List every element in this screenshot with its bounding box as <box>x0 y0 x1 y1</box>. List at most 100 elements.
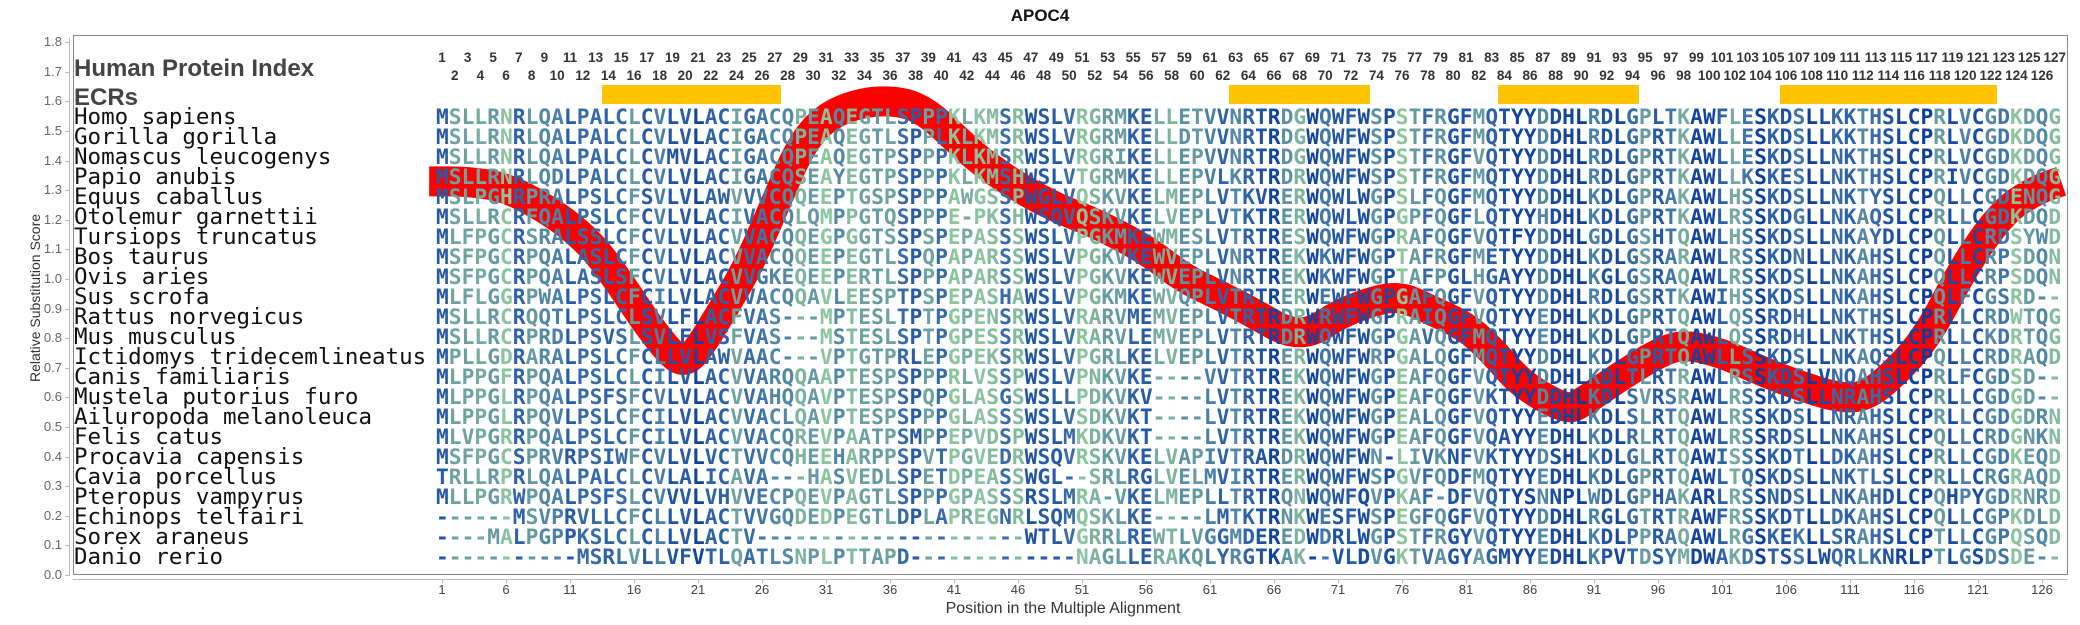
residue: A <box>551 484 564 509</box>
residue: C <box>1971 344 1985 369</box>
residue: C <box>615 244 628 269</box>
residue: K <box>1318 244 1332 269</box>
residue: D <box>1549 144 1563 169</box>
residue: V <box>576 504 590 529</box>
residue: V <box>1063 364 1076 389</box>
residue: P <box>525 264 539 289</box>
residue: L <box>1818 404 1831 429</box>
protein-index-number: 94 <box>1624 68 1640 83</box>
residue: G <box>1088 224 1102 249</box>
residue: G <box>858 244 872 269</box>
residue: V <box>704 444 718 469</box>
residue: G <box>1626 144 1639 169</box>
residue: L <box>1958 264 1972 289</box>
residue: G <box>1446 544 1460 569</box>
residue: R <box>1984 264 1998 289</box>
residue: L <box>666 384 680 409</box>
alignment-gap: - <box>781 344 795 369</box>
residue: L <box>1715 264 1729 289</box>
species-name: Ictidomys tridecemlineatus <box>74 344 427 370</box>
residue: A <box>704 404 718 429</box>
residue: G <box>1088 344 1102 369</box>
alignment-gap: - <box>781 464 795 489</box>
residue: L <box>691 284 705 309</box>
residue: D <box>2048 204 2062 229</box>
residue: E <box>807 244 820 269</box>
residue: F <box>1459 184 1473 209</box>
residue: A <box>704 504 718 529</box>
y-tick <box>65 575 69 576</box>
residue: P <box>448 344 462 369</box>
residue: L <box>1818 444 1831 469</box>
residue: S <box>1037 324 1051 349</box>
residue: P <box>525 284 539 309</box>
residue: V <box>743 444 756 469</box>
residue: Q <box>807 204 820 229</box>
residue: L <box>1894 244 1908 269</box>
residue: Q <box>1933 224 1947 249</box>
residue: F <box>1459 204 1473 229</box>
residue: R <box>768 364 782 389</box>
residue: A <box>819 124 833 149</box>
x-tick <box>1402 579 1403 583</box>
x-tick <box>1466 579 1467 583</box>
residue: L <box>960 144 974 169</box>
residue: G <box>1984 364 1998 389</box>
alignment-gap: - <box>461 524 475 549</box>
residue: R <box>1933 444 1947 469</box>
residue: K <box>1127 124 1140 149</box>
x-axis-title: Position in the Multiple Alignment <box>945 600 1181 617</box>
residue: Y <box>1459 544 1473 569</box>
residue: T <box>1856 144 1870 169</box>
alignment-gap: - <box>807 344 820 369</box>
residue: R <box>1728 244 1742 269</box>
residue: K <box>1127 184 1140 209</box>
residue: L <box>1894 224 1908 249</box>
residue: D <box>1600 424 1614 449</box>
alignment-gap: - <box>474 524 488 549</box>
protein-index-number: 69 <box>1304 50 1320 65</box>
x-tick-label: 91 <box>1586 582 1602 597</box>
protein-index-number: 50 <box>1061 68 1077 83</box>
residue: D <box>947 464 961 489</box>
residue: T <box>730 444 744 469</box>
residue: A <box>858 424 872 449</box>
residue: V <box>679 404 692 429</box>
residue: F <box>525 204 539 229</box>
residue: V <box>653 224 667 249</box>
residue: T <box>1395 264 1409 289</box>
protein-index-number: 92 <box>1599 68 1615 83</box>
protein-index-number: 17 <box>639 50 655 65</box>
alignment-gap: - <box>845 524 859 549</box>
protein-index-number: 95 <box>1637 50 1653 65</box>
residue: C <box>640 484 654 509</box>
residue: R <box>1242 224 1255 249</box>
residue: L <box>474 344 488 369</box>
residue: G <box>499 284 513 309</box>
residue: C <box>717 124 731 149</box>
residue: H <box>1869 284 1883 309</box>
residue: M <box>436 284 449 309</box>
residue: V <box>461 424 475 449</box>
residue: P <box>576 184 590 209</box>
residue: R <box>512 364 526 389</box>
residue: S <box>2010 364 2023 389</box>
residue: K <box>1101 224 1115 249</box>
residue: L <box>691 404 705 429</box>
residue: W <box>1587 484 1601 509</box>
residue: L <box>563 224 577 249</box>
residue: L <box>1805 264 1819 289</box>
residue: S <box>589 244 603 269</box>
residue: V <box>1472 504 1486 529</box>
residue: R <box>512 224 526 249</box>
residue: G <box>743 104 756 129</box>
alignment-gap: - <box>2035 384 2049 409</box>
residue: G <box>1984 104 1998 129</box>
residue: A <box>704 424 718 449</box>
residue: H <box>1869 444 1883 469</box>
protein-index-number: 106 <box>1774 68 1798 83</box>
residue: R <box>2010 344 2023 369</box>
residue: S <box>896 164 910 189</box>
residue: V <box>1203 104 1217 129</box>
residue: D <box>1997 344 2011 369</box>
